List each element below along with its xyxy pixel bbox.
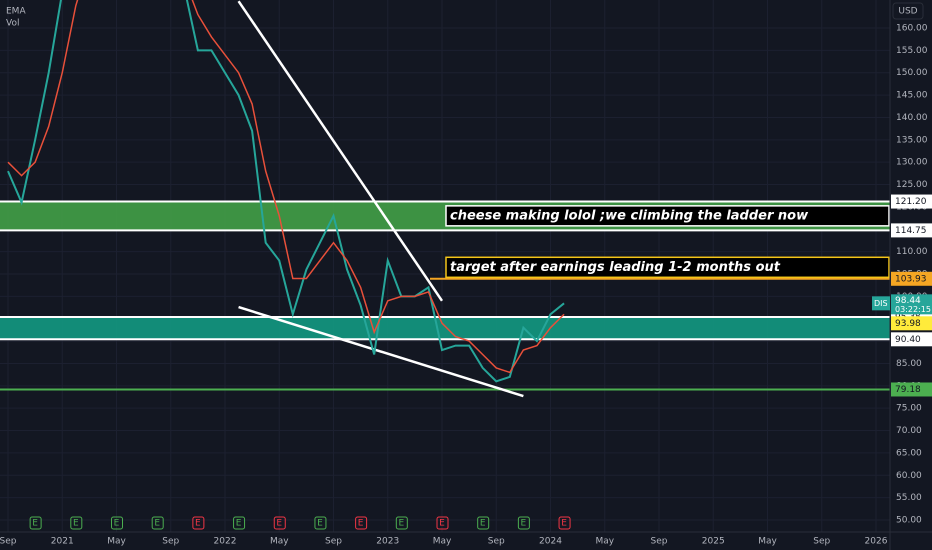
earnings-marker bbox=[477, 516, 490, 530]
annotation-box bbox=[445, 205, 890, 227]
price-label: 121.20 bbox=[895, 197, 927, 207]
price-box bbox=[891, 316, 932, 331]
earnings-marker bbox=[436, 516, 449, 530]
annotation-box bbox=[445, 256, 890, 279]
x-tick-label: May bbox=[433, 537, 452, 547]
y-tick-label: 140.00 bbox=[896, 113, 928, 123]
indicator: EMA bbox=[6, 7, 26, 17]
x-tick-label: Sep bbox=[813, 537, 830, 547]
x-tick-label: 2021 bbox=[51, 537, 74, 547]
price-label: 103.93 bbox=[895, 274, 927, 284]
earnings-marker bbox=[70, 516, 83, 530]
price-box bbox=[891, 332, 932, 347]
x-tick-label: Sep bbox=[651, 537, 668, 547]
y-tick-label: 110.00 bbox=[896, 247, 928, 257]
x-tick-label: May bbox=[107, 537, 126, 547]
earnings-label: E bbox=[480, 519, 486, 529]
zone bbox=[0, 317, 890, 340]
annotation: target after earnings leading 1-2 months… bbox=[450, 260, 781, 275]
earnings-marker bbox=[151, 516, 164, 530]
earnings-marker bbox=[517, 516, 530, 530]
earnings-label: E bbox=[276, 519, 282, 529]
trendline bbox=[238, 305, 524, 398]
earnings-label: E bbox=[114, 519, 120, 529]
y-tick-label: 85.00 bbox=[896, 359, 922, 369]
earnings-label: E bbox=[154, 519, 160, 529]
price-box bbox=[891, 271, 932, 286]
last-price: 98.44 bbox=[895, 296, 921, 306]
indicator: Vol bbox=[6, 19, 19, 29]
y-tick-label: 75.00 bbox=[896, 404, 922, 414]
earnings-label: E bbox=[236, 519, 242, 529]
y-tick-label: 145.00 bbox=[896, 91, 928, 101]
price-box bbox=[891, 382, 932, 397]
price-label: 90.40 bbox=[895, 335, 921, 345]
series-line bbox=[7, 0, 565, 374]
series-line bbox=[7, 0, 565, 383]
y-tick-label: 55.00 bbox=[896, 493, 922, 503]
x-tick-label: May bbox=[758, 537, 777, 547]
y-tick-label: 70.00 bbox=[896, 426, 922, 436]
earnings-label: E bbox=[195, 519, 201, 529]
earnings-label: E bbox=[317, 519, 323, 529]
x-tick-label: 2023 bbox=[376, 537, 399, 547]
x-tick-label: 2024 bbox=[539, 537, 562, 547]
price-box bbox=[891, 194, 932, 209]
earnings-marker bbox=[111, 516, 123, 530]
trendline bbox=[237, 0, 444, 302]
x-tick-label: 2022 bbox=[214, 537, 237, 547]
earnings-label: E bbox=[32, 519, 38, 529]
earnings-marker bbox=[355, 516, 368, 530]
earnings-label: E bbox=[398, 519, 404, 529]
price-label: 114.75 bbox=[895, 226, 927, 236]
symbol: DIS bbox=[874, 299, 888, 308]
currency-box bbox=[892, 2, 924, 20]
x-tick-label: May bbox=[270, 537, 289, 547]
earnings-marker bbox=[273, 516, 286, 530]
x-tick-label: May bbox=[595, 537, 614, 547]
price-label: 93.98 bbox=[895, 319, 921, 329]
y-tick-label: 130.00 bbox=[896, 158, 928, 168]
earnings-label: E bbox=[358, 519, 364, 529]
y-tick-label: 125.00 bbox=[896, 180, 928, 190]
symbol-box bbox=[872, 296, 890, 311]
price-box bbox=[891, 223, 932, 238]
earnings-marker bbox=[192, 516, 205, 530]
y-tick-label: 160.00 bbox=[896, 24, 928, 34]
y-tick-label: 60.00 bbox=[896, 471, 922, 481]
earnings-label: E bbox=[439, 519, 445, 529]
earnings-label: E bbox=[521, 519, 527, 529]
y-tick-label: 155.00 bbox=[896, 46, 928, 56]
x-tick-label: Sep bbox=[488, 537, 505, 547]
last-price-box bbox=[891, 294, 932, 315]
y-tick-label: 65.00 bbox=[896, 448, 922, 458]
x-tick-label: 2025 bbox=[702, 537, 725, 547]
earnings-label: E bbox=[73, 519, 79, 529]
price-label: 79.18 bbox=[895, 385, 921, 395]
earnings-marker bbox=[395, 516, 408, 530]
annotation: cheese making lolol ;we climbing the lad… bbox=[450, 208, 809, 223]
earnings-label: E bbox=[561, 519, 567, 529]
y-tick-label: 50.00 bbox=[896, 516, 922, 526]
x-tick-label: 2026 bbox=[865, 537, 888, 547]
axes: 50.0055.0060.0065.0070.0075.0080.0085.00… bbox=[0, 24, 932, 547]
y-tick-label: 135.00 bbox=[896, 135, 928, 145]
plot: cheese making lolol ;we climbing the lad… bbox=[0, 0, 890, 530]
y-tick-label: 150.00 bbox=[896, 68, 928, 78]
earnings-marker bbox=[233, 516, 246, 530]
x-tick-label: Sep bbox=[162, 537, 179, 547]
x-tick-label: Sep bbox=[325, 537, 342, 547]
earnings-marker bbox=[558, 516, 571, 530]
countdown: 03:22:15 bbox=[895, 305, 931, 314]
currency: USD bbox=[898, 7, 917, 17]
earnings-marker bbox=[29, 516, 42, 530]
earnings-marker bbox=[314, 516, 327, 530]
x-tick-label: Sep bbox=[0, 537, 17, 547]
